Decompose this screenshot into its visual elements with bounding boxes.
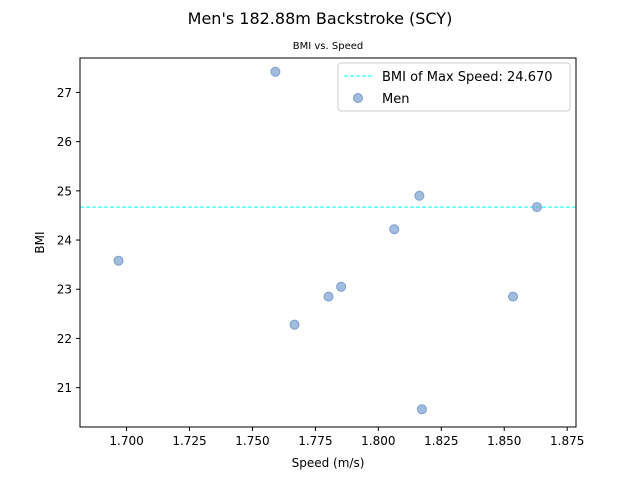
x-tick-label: 1.750 [235, 434, 269, 448]
data-point [416, 404, 427, 415]
data-point [336, 281, 347, 292]
x-tick-label: 1.850 [487, 434, 521, 448]
legend: BMI of Max Speed: 24.670 Men [337, 62, 571, 112]
x-tick-label: 1.825 [424, 434, 458, 448]
data-point [270, 66, 281, 77]
y-tick-label: 26 [57, 135, 72, 149]
data-point [389, 224, 400, 235]
x-axis: 1.700 1.725 1.750 1.775 1.800 1.825 1.850 1.875 [109, 427, 584, 448]
x-tick-label: 1.700 [109, 434, 143, 448]
legend-box [337, 62, 571, 112]
data-point [289, 319, 300, 330]
x-tick-label: 1.875 [550, 434, 584, 448]
y-axis: 21 22 23 24 25 26 27 [57, 86, 80, 395]
data-point [414, 190, 425, 201]
chart-title: Men's 182.88m Backstroke (SCY) [188, 9, 453, 28]
chart-subtitle: BMI vs. Speed [293, 41, 363, 52]
y-axis-label: BMI [33, 231, 47, 253]
data-point [323, 291, 334, 302]
x-tick-label: 1.800 [361, 434, 395, 448]
plot-frame [79, 57, 577, 428]
data-point [508, 291, 519, 302]
legend-men-label: Men [382, 92, 409, 107]
x-axis-label: Speed (m/s) [292, 456, 365, 470]
plot-area [80, 66, 576, 415]
y-tick-label: 21 [57, 381, 72, 395]
y-tick-label: 25 [57, 184, 72, 198]
x-tick-label: 1.775 [298, 434, 332, 448]
data-point [113, 255, 124, 266]
y-tick-label: 23 [57, 283, 72, 297]
y-tick-label: 22 [57, 332, 72, 346]
legend-men-marker [353, 93, 363, 103]
y-tick-label: 24 [57, 234, 72, 248]
data-point [531, 202, 542, 213]
x-tick-label: 1.725 [172, 434, 206, 448]
y-tick-label: 27 [57, 86, 72, 100]
legend-reference-line-label: BMI of Max Speed: 24.670 [382, 70, 553, 85]
